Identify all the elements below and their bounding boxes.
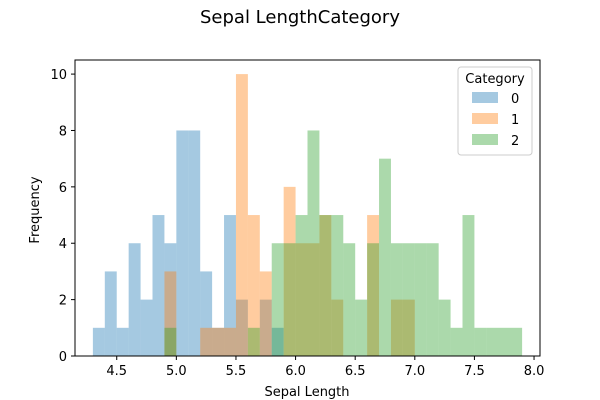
histogram-bar-series-2 (486, 327, 523, 356)
y-tick-label: 4 (59, 237, 67, 252)
histogram-bar-series-2 (450, 327, 463, 356)
legend: Category 0 1 2 (457, 66, 533, 156)
plot-frame (74, 59, 541, 357)
histogram-bar-series-0 (224, 215, 236, 356)
histogram-bar-series-1 (307, 243, 320, 356)
x-tick-label: 7.0 (404, 364, 425, 379)
histogram-bar-series-1 (295, 243, 308, 356)
legend-swatch-2 (472, 134, 498, 145)
legend-items: 0 1 2 (472, 92, 519, 149)
histogram-bar-series-2 (307, 130, 320, 356)
histogram-bar-series-2 (402, 243, 415, 356)
legend-label-2: 2 (511, 134, 519, 149)
histogram-bar-series-1 (283, 186, 296, 356)
histogram-bar-series-0 (259, 299, 272, 356)
x-tick-label: 4.5 (106, 364, 127, 379)
x-tick-label: 8.0 (524, 364, 545, 379)
histogram-bar-series-2 (390, 243, 403, 356)
histogram-bar-series-2 (295, 215, 308, 356)
histogram-bar-series-1 (200, 327, 236, 356)
histogram-bar-series-0 (104, 271, 117, 356)
y-axis-label: Frequency (28, 176, 43, 243)
x-tick-label: 5.0 (166, 364, 187, 379)
y-tick-label: 8 (59, 124, 67, 139)
histogram-bar-series-0 (271, 327, 284, 356)
histogram-bar-series-1 (235, 74, 248, 356)
legend-swatch-1 (472, 113, 498, 124)
histogram-bar-series-2 (247, 327, 260, 356)
histogram-bar-series-0 (92, 327, 105, 356)
histogram-bar-series-0 (212, 327, 225, 356)
histogram-bar-series-2 (164, 327, 177, 356)
x-tick-label: 6.5 (345, 364, 366, 379)
chart-title: Sepal LengthCategory (200, 7, 400, 28)
legend-box (457, 66, 533, 156)
histogram-bar-series-2 (271, 243, 284, 356)
histogram-bar-series-2 (367, 243, 380, 356)
histogram-bar-series-1 (319, 215, 332, 356)
y-tick-label: 0 (59, 350, 67, 365)
histogram-bar-series-0 (176, 130, 189, 356)
histogram-bar-series-1 (390, 299, 403, 356)
x-tick-label: 6.0 (285, 364, 306, 379)
histogram-bar-series-0 (140, 299, 153, 356)
y-tick-label: 6 (59, 181, 67, 196)
y-tick-label: 2 (59, 294, 67, 309)
x-tick-label: 7.5 (464, 364, 485, 379)
histogram-bar-series-2 (343, 243, 356, 356)
legend-label-1: 1 (511, 113, 519, 128)
legend-title: Category (465, 72, 525, 87)
histogram-bar-series-0 (188, 130, 201, 356)
histogram-bar-series-0 (164, 243, 177, 356)
legend-label-0: 0 (511, 92, 519, 107)
histogram-bar-series-2 (319, 215, 332, 356)
histogram-bar-series-2 (426, 243, 439, 356)
histogram-bar-series-2 (474, 327, 487, 356)
x-axis-label: Sepal Length (264, 385, 349, 400)
y-tick-label: 10 (50, 68, 67, 83)
histogram-bar-series-0 (152, 215, 165, 356)
histogram-bar-series-1 (367, 215, 380, 356)
legend-swatch-0 (472, 92, 498, 103)
histogram-bar-series-2 (283, 243, 296, 356)
histogram-bar-series-2 (331, 215, 344, 356)
bars-layer (92, 74, 523, 356)
x-tick-label: 5.5 (226, 364, 247, 379)
histogram-bar-series-2 (379, 158, 391, 356)
histogram-bar-series-2 (462, 215, 475, 356)
histogram-bar-series-0 (200, 271, 213, 356)
histogram-bar-series-0 (128, 243, 141, 356)
histogram-bar-series-1 (247, 215, 260, 356)
histogram-bar-series-0 (116, 327, 129, 356)
histogram-bar-series-1 (331, 299, 344, 356)
histogram-bar-series-1 (402, 299, 415, 356)
histogram-bar-series-1 (164, 271, 177, 356)
histogram-bar-series-0 (235, 299, 248, 356)
histogram-bar-series-2 (438, 299, 451, 356)
histogram-bar-series-2 (414, 243, 427, 356)
histogram-bar-series-1 (259, 271, 272, 356)
histogram-bar-series-2 (355, 299, 368, 356)
